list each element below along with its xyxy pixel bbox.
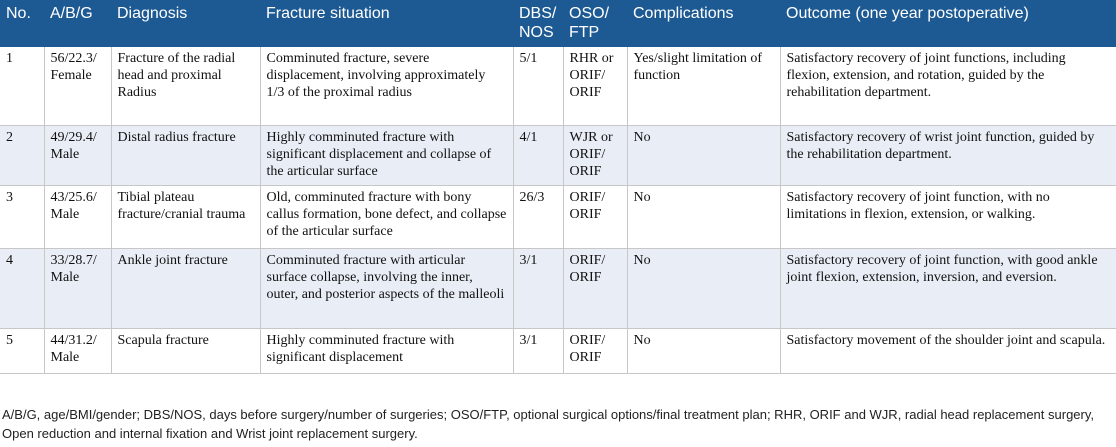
cell-complications: No: [627, 125, 781, 186]
cell-fracture-situation: Comminuted fracture, severe displacement…: [260, 47, 514, 126]
cell-dbs-nos: 3/1: [513, 328, 564, 374]
cell-no: 2: [0, 125, 45, 186]
cell-no: 5: [0, 328, 45, 374]
table-container: No. A/B/G Diagnosis Fracture situation D…: [0, 0, 1116, 374]
header-dbs-nos: DBS/ NOS: [513, 0, 563, 47]
cell-complications: No: [627, 185, 781, 249]
cell-no: 3: [0, 185, 45, 249]
cell-outcome: Satisfactory recovery of wrist joint fun…: [780, 125, 1116, 186]
cell-abg: 56/22.3/ Female: [44, 47, 112, 126]
cell-diagnosis: Fracture of the radial head and proximal…: [111, 47, 261, 126]
cell-complications: Yes/slight limitation of function: [627, 47, 781, 126]
cell-outcome: Satisfactory recovery of joint functions…: [780, 47, 1116, 126]
cell-abg: 49/29.4/ Male: [44, 125, 112, 186]
table-row: 4 33/28.7/ Male Ankle joint fracture Com…: [0, 248, 1116, 329]
cell-dbs-nos: 3/1: [513, 248, 564, 329]
cell-fracture-situation: Highly comminuted fracture with signific…: [260, 328, 514, 374]
header-oso-ftp: OSO/ FTP: [563, 0, 627, 47]
header-row: No. A/B/G Diagnosis Fracture situation D…: [0, 0, 1116, 47]
case-table: No. A/B/G Diagnosis Fracture situation D…: [0, 0, 1116, 374]
cell-oso-ftp: ORIF/ ORIF: [563, 248, 628, 329]
cell-oso-ftp: ORIF/ ORIF: [563, 185, 628, 249]
cell-fracture-situation: Comminuted fracture with articular surfa…: [260, 248, 514, 329]
cell-dbs-nos: 26/3: [513, 185, 564, 249]
table-row: 3 43/25.6/ Male Tibial plateau fracture/…: [0, 185, 1116, 249]
table-row: 5 44/31.2/ Male Scapula fracture Highly …: [0, 328, 1116, 374]
cell-abg: 43/25.6/ Male: [44, 185, 112, 249]
cell-complications: No: [627, 248, 781, 329]
cell-outcome: Satisfactory recovery of joint function,…: [780, 185, 1116, 249]
header-complications: Complications: [627, 0, 780, 47]
cell-oso-ftp: ORIF/ ORIF: [563, 328, 628, 374]
cell-diagnosis: Scapula fracture: [111, 328, 261, 374]
cell-fracture-situation: Highly comminuted fracture with signific…: [260, 125, 514, 186]
header-no: No.: [0, 0, 44, 47]
header-abg: A/B/G: [44, 0, 111, 47]
cell-dbs-nos: 5/1: [513, 47, 564, 126]
cell-outcome: Satisfactory recovery of joint function,…: [780, 248, 1116, 329]
header-diagnosis: Diagnosis: [111, 0, 260, 47]
cell-outcome: Satisfactory movement of the shoulder jo…: [780, 328, 1116, 374]
cell-no: 4: [0, 248, 45, 329]
cell-oso-ftp: WJR or ORIF/ ORIF: [563, 125, 628, 186]
cell-diagnosis: Distal radius fracture: [111, 125, 261, 186]
cell-abg: 44/31.2/ Male: [44, 328, 112, 374]
cell-no: 1: [0, 47, 45, 126]
cell-fracture-situation: Old, comminuted fracture with bony callu…: [260, 185, 514, 249]
cell-oso-ftp: RHR or ORIF/ ORIF: [563, 47, 628, 126]
cell-abg: 33/28.7/ Male: [44, 248, 112, 329]
cell-dbs-nos: 4/1: [513, 125, 564, 186]
header-fracture-situation: Fracture situation: [260, 0, 513, 47]
header-outcome: Outcome (one year postoperative): [780, 0, 1116, 47]
cell-complications: No: [627, 328, 781, 374]
table-row: 1 56/22.3/ Female Fracture of the radial…: [0, 47, 1116, 126]
cell-diagnosis: Tibial plateau fracture/cranial trauma: [111, 185, 261, 249]
table-row: 2 49/29.4/ Male Distal radius fracture H…: [0, 125, 1116, 186]
table-footnote: A/B/G, age/BMI/gender; DBS/NOS, days bef…: [2, 407, 1095, 441]
cell-diagnosis: Ankle joint fracture: [111, 248, 261, 329]
